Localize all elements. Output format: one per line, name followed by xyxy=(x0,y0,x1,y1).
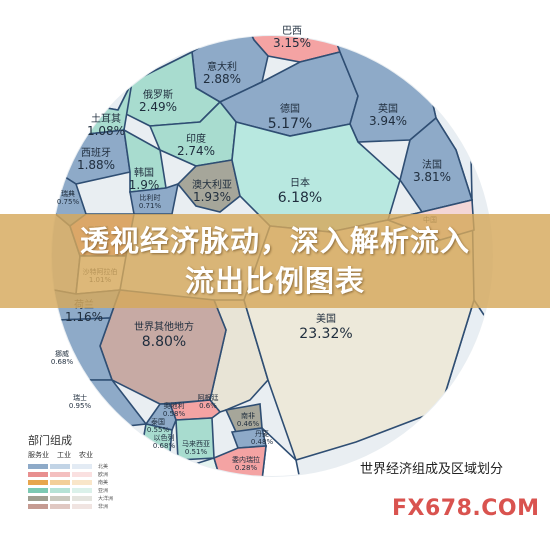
legend-swatch xyxy=(72,488,92,493)
cell-value-label: 1.9% xyxy=(129,178,160,192)
cell-value-label: 1.88% xyxy=(77,158,115,172)
cell-value-label: 0.75% xyxy=(57,198,80,206)
legend-row: 北美 xyxy=(28,463,178,470)
cell-value-label: 3.15% xyxy=(273,36,311,50)
cell-value-label: 0.68% xyxy=(51,358,74,366)
legend-swatch xyxy=(28,504,48,509)
cell-value-label: 0.6% xyxy=(199,402,217,410)
cell-name-label: 以色列 xyxy=(154,433,175,442)
legend-swatch xyxy=(72,480,92,485)
cell-name-label: 西班牙 xyxy=(81,147,111,159)
cell-value-label: 0.68% xyxy=(153,442,176,450)
legend-swatch xyxy=(28,496,48,501)
cell-value-label: 3.81% xyxy=(413,170,451,184)
legend-swatch xyxy=(50,480,70,485)
cell-name-label: 英国 xyxy=(378,102,398,115)
cell-name-label: 奥地利 xyxy=(164,401,185,410)
legend-row-label: 欧洲 xyxy=(98,472,109,478)
cell-value-label: 1.16% xyxy=(65,310,103,324)
cell-name-label: 印度 xyxy=(186,132,206,145)
legend-row: 亚洲 xyxy=(28,487,178,494)
cell-name-label: 世界其他地方 xyxy=(134,320,194,333)
legend-columns: 服务业 工业 农业 xyxy=(28,450,178,460)
cell-name-label: 阿根廷 xyxy=(198,393,219,402)
legend-row: 欧洲 xyxy=(28,471,178,478)
cell-value-label: 0.46% xyxy=(237,420,260,428)
headline-line-1: 透视经济脉动，深入解析流入 xyxy=(79,224,470,258)
legend-swatch xyxy=(72,496,92,501)
cell-name-label: 土耳其 xyxy=(91,112,121,125)
cell-22 xyxy=(144,403,177,431)
cell-name-label: 巴西 xyxy=(282,25,302,37)
cell-name-label: 俄罗斯 xyxy=(143,88,173,101)
cell-value-label: 0.55% xyxy=(147,426,170,434)
legend-row: 大洋洲 xyxy=(28,495,178,502)
legend-swatch xyxy=(72,472,92,477)
headline-line-2: 流出比例图表 xyxy=(184,264,365,298)
legend-swatch xyxy=(50,464,70,469)
cell-value-label: 0.48% xyxy=(251,438,274,446)
cell-value-label: 0.51% xyxy=(185,448,208,456)
cell-value-label: 5.17% xyxy=(268,116,312,132)
legend-swatch xyxy=(72,504,92,509)
cell-name-label: 澳大利亚 xyxy=(192,178,232,191)
legend-row-label: 南美 xyxy=(98,480,109,486)
legend-row: 非洲 xyxy=(28,503,178,510)
legend-swatch xyxy=(72,464,92,469)
legend-swatch xyxy=(28,480,48,485)
cell-value-label: 2.74% xyxy=(177,144,215,158)
cell-value-label: 8.80% xyxy=(142,334,186,350)
cell-value-label: 2.88% xyxy=(203,72,241,86)
legend-swatch xyxy=(50,504,70,509)
cell-name-label: 挪威 xyxy=(55,349,69,358)
cell-name-label: 德国 xyxy=(280,102,300,115)
legend-swatch xyxy=(28,488,48,493)
cell-name-label: 意大利 xyxy=(207,60,237,73)
cell-value-label: 2.49% xyxy=(139,100,177,114)
cell-value-label: 3.94% xyxy=(369,114,407,128)
cell-name-label: 南非 xyxy=(241,411,255,420)
cell-name-label: 丹麦 xyxy=(255,429,269,438)
cell-name-label: 泰国 xyxy=(151,417,165,426)
legend-row-label: 非洲 xyxy=(98,504,109,510)
chart-title: 世界经济组成及区域划分 xyxy=(360,462,504,477)
cell-name-label: 瑞典 xyxy=(61,189,75,198)
legend-rows: 北美欧洲南美亚洲大洋洲非洲 xyxy=(28,463,178,510)
cell-value-label: 23.32% xyxy=(299,326,352,342)
cell-12 xyxy=(129,182,180,215)
cell-name-label: 美国 xyxy=(316,312,336,325)
legend-title: 部门组成 xyxy=(28,434,72,447)
cell-value-label: 0.95% xyxy=(69,402,92,410)
cell-value-label: 1.08% xyxy=(87,124,125,138)
legend-column-industry: 工业 xyxy=(57,451,71,459)
watermark: FX678.COM xyxy=(392,496,540,521)
cell-value-label: 6.18% xyxy=(278,190,322,206)
cell-value-label: 0.58% xyxy=(163,410,186,418)
cell-name-label: 委内瑞拉 xyxy=(232,455,260,464)
legend-swatch xyxy=(50,472,70,477)
cell-name-label: 比利时 xyxy=(140,193,161,202)
cell-value-label: 0.71% xyxy=(139,202,162,210)
legend-row-label: 大洋洲 xyxy=(98,496,114,502)
legend-row-label: 北美 xyxy=(98,464,109,470)
cell-name-label: 韩国 xyxy=(134,166,154,179)
cell-value-label: 0.28% xyxy=(235,464,258,472)
legend: 部门组成 服务业 工业 农业 北美欧洲南美亚洲大洋洲非洲 xyxy=(28,432,178,511)
legend-column-services: 服务业 xyxy=(28,451,49,459)
cell-name-label: 法国 xyxy=(422,158,442,171)
legend-swatch xyxy=(50,488,70,493)
legend-row-label: 亚洲 xyxy=(98,488,109,494)
cell-name-label: 日本 xyxy=(290,176,310,189)
legend-swatch xyxy=(50,496,70,501)
legend-column-agriculture: 农业 xyxy=(79,451,93,459)
legend-swatch xyxy=(28,464,48,469)
cell-name-label: 马来西亚 xyxy=(182,440,210,448)
cell-value-label: 1.93% xyxy=(193,190,231,204)
cell-name-label: 瑞士 xyxy=(73,393,87,402)
legend-row: 南美 xyxy=(28,479,178,486)
cell-20 xyxy=(52,317,114,381)
legend-swatch xyxy=(28,472,48,477)
headline-banner: 透视经济脉动，深入解析流入 流出比例图表 xyxy=(0,214,550,308)
